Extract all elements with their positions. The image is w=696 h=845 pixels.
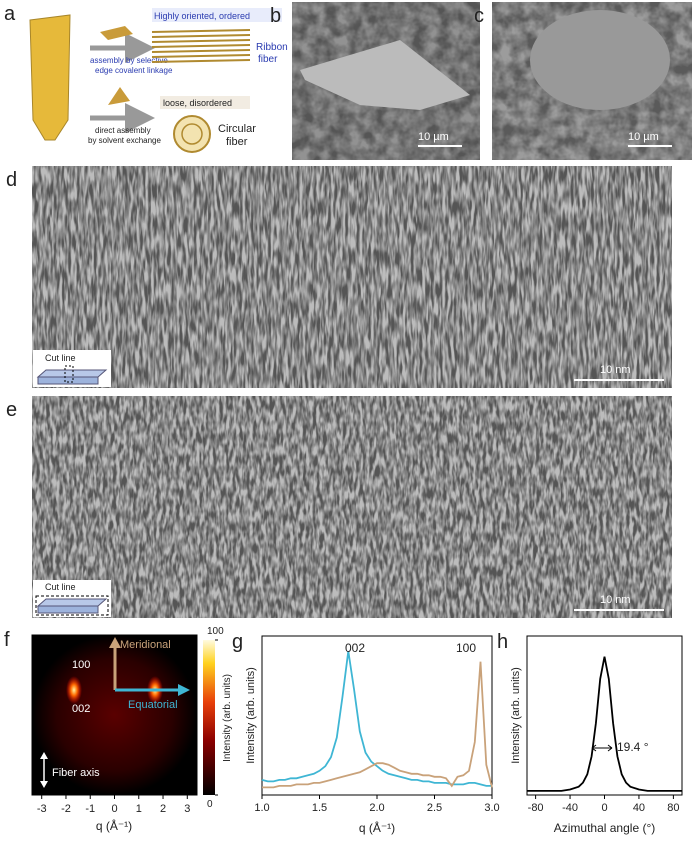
circular-fiber: [181, 123, 203, 145]
x-tick-label: 80: [667, 802, 679, 814]
x-tick-label: 2: [160, 803, 166, 815]
arrow-text: by solvent exchange: [88, 136, 161, 145]
peak-text: 100: [72, 659, 90, 671]
panel-label: c: [474, 5, 484, 27]
fwhm-arrow: [591, 744, 613, 752]
x-tick-label: -2: [61, 803, 71, 815]
inset-text: Cut line: [45, 353, 76, 363]
y-axis-label: Intensity (arb. units): [245, 667, 257, 764]
inset-text: Cut line: [45, 582, 76, 592]
fiber-text: Ribbon: [256, 42, 288, 53]
ribbon: [151, 29, 251, 63]
sheets: [100, 26, 133, 105]
plot-frame: [261, 635, 493, 796]
x-tick-label: -3: [37, 803, 47, 815]
tem-texture: [32, 166, 672, 388]
x-tick-label: 3.0: [484, 802, 499, 814]
panel-label: a: [4, 3, 16, 25]
x-tick-label: 0: [601, 802, 607, 814]
fiber-sem: [530, 10, 670, 110]
scale-text: 10 nm: [600, 364, 631, 376]
ordered-text: Highly oriented, ordered: [154, 11, 250, 21]
arrow-text: direct assembly: [95, 126, 151, 135]
disordered-text: loose, disordered: [163, 98, 232, 108]
x-tick-label: 3: [184, 803, 190, 815]
panel-label: e: [6, 399, 17, 421]
panel-a: a assembly by selective edge covalent li…: [4, 3, 288, 153]
y-axis-label: Intensity (arb. units): [510, 667, 522, 764]
series-line: [527, 656, 682, 792]
panel-d: d Cut line 10 nm: [6, 166, 672, 388]
panel-f: f Meridional Equatorial 100 002 Fiber ax…: [4, 626, 233, 833]
label-bg: [160, 96, 250, 109]
colorbar-tick-label: 100: [207, 626, 224, 637]
series-line: [262, 661, 493, 789]
x-axis-label: q (Å⁻¹): [359, 820, 395, 835]
peak-text: 002: [72, 703, 90, 715]
x-tick-label: 2.0: [369, 802, 384, 814]
x-tick-label: 1.5: [312, 802, 327, 814]
panel-h: h -80 -40 0 40 80 Azimuthal angle (°) Intensity…: [497, 631, 683, 835]
fiber-text: Circular: [218, 123, 256, 135]
annotation: 100: [456, 641, 476, 655]
ribbon-sem: [300, 40, 470, 110]
peak-spot: [66, 676, 82, 704]
x-tick-label: -1: [85, 803, 95, 815]
x-axis-label: q (Å⁻¹): [96, 818, 132, 833]
scale-text: 10 µm: [628, 131, 659, 143]
scale-text: 10 µm: [418, 131, 449, 143]
annotation: 19.4 °: [617, 740, 649, 754]
panel-c: c 10 µm: [474, 2, 692, 160]
fiber-text: fiber: [226, 136, 248, 148]
panel-label: d: [6, 169, 17, 191]
circular-fiber: [173, 115, 211, 153]
x-axis-label: Azimuthal angle (°): [554, 821, 656, 835]
scale-text: 10 nm: [600, 594, 631, 606]
panel-label: g: [232, 631, 243, 653]
panel-label: f: [4, 629, 10, 651]
series-line: [261, 650, 492, 787]
meridional-text: Meridional: [120, 639, 171, 651]
equatorial-text: Equatorial: [128, 699, 178, 711]
panel-e: e Cut line 10 nm: [6, 396, 672, 618]
panel-b: b 10 µm: [270, 2, 480, 160]
vial: [29, 14, 71, 141]
x-tick-label: 0: [111, 803, 117, 815]
x-tick-label: -80: [528, 802, 544, 814]
arrow-text: edge covalent linkage: [95, 66, 173, 75]
annotation: 002: [345, 641, 365, 655]
fiber-text: fiber: [258, 54, 278, 65]
arrow-text: assembly by selective: [90, 56, 168, 65]
panel-label: b: [270, 5, 281, 27]
x-tick-label: 40: [633, 802, 645, 814]
tem-texture: [32, 396, 672, 618]
label-bg: [152, 8, 282, 22]
x-tick-label: 1: [136, 803, 142, 815]
colorbar: [203, 640, 215, 795]
colorbar-label: Intensity (arb. units): [222, 674, 233, 762]
x-tick-label: 2.5: [427, 802, 442, 814]
panel-label: h: [497, 631, 508, 653]
fiber-axis-text: Fiber axis: [52, 767, 100, 779]
colorbar-tick-label: 0: [207, 799, 213, 810]
x-tick-label: 1.0: [254, 802, 269, 814]
x-tick-label: -40: [562, 802, 578, 814]
panel-g: g 1.0 1.5 2.0 2.5 3.0 q (Å⁻¹) Intensity (arb. u…: [232, 631, 500, 835]
